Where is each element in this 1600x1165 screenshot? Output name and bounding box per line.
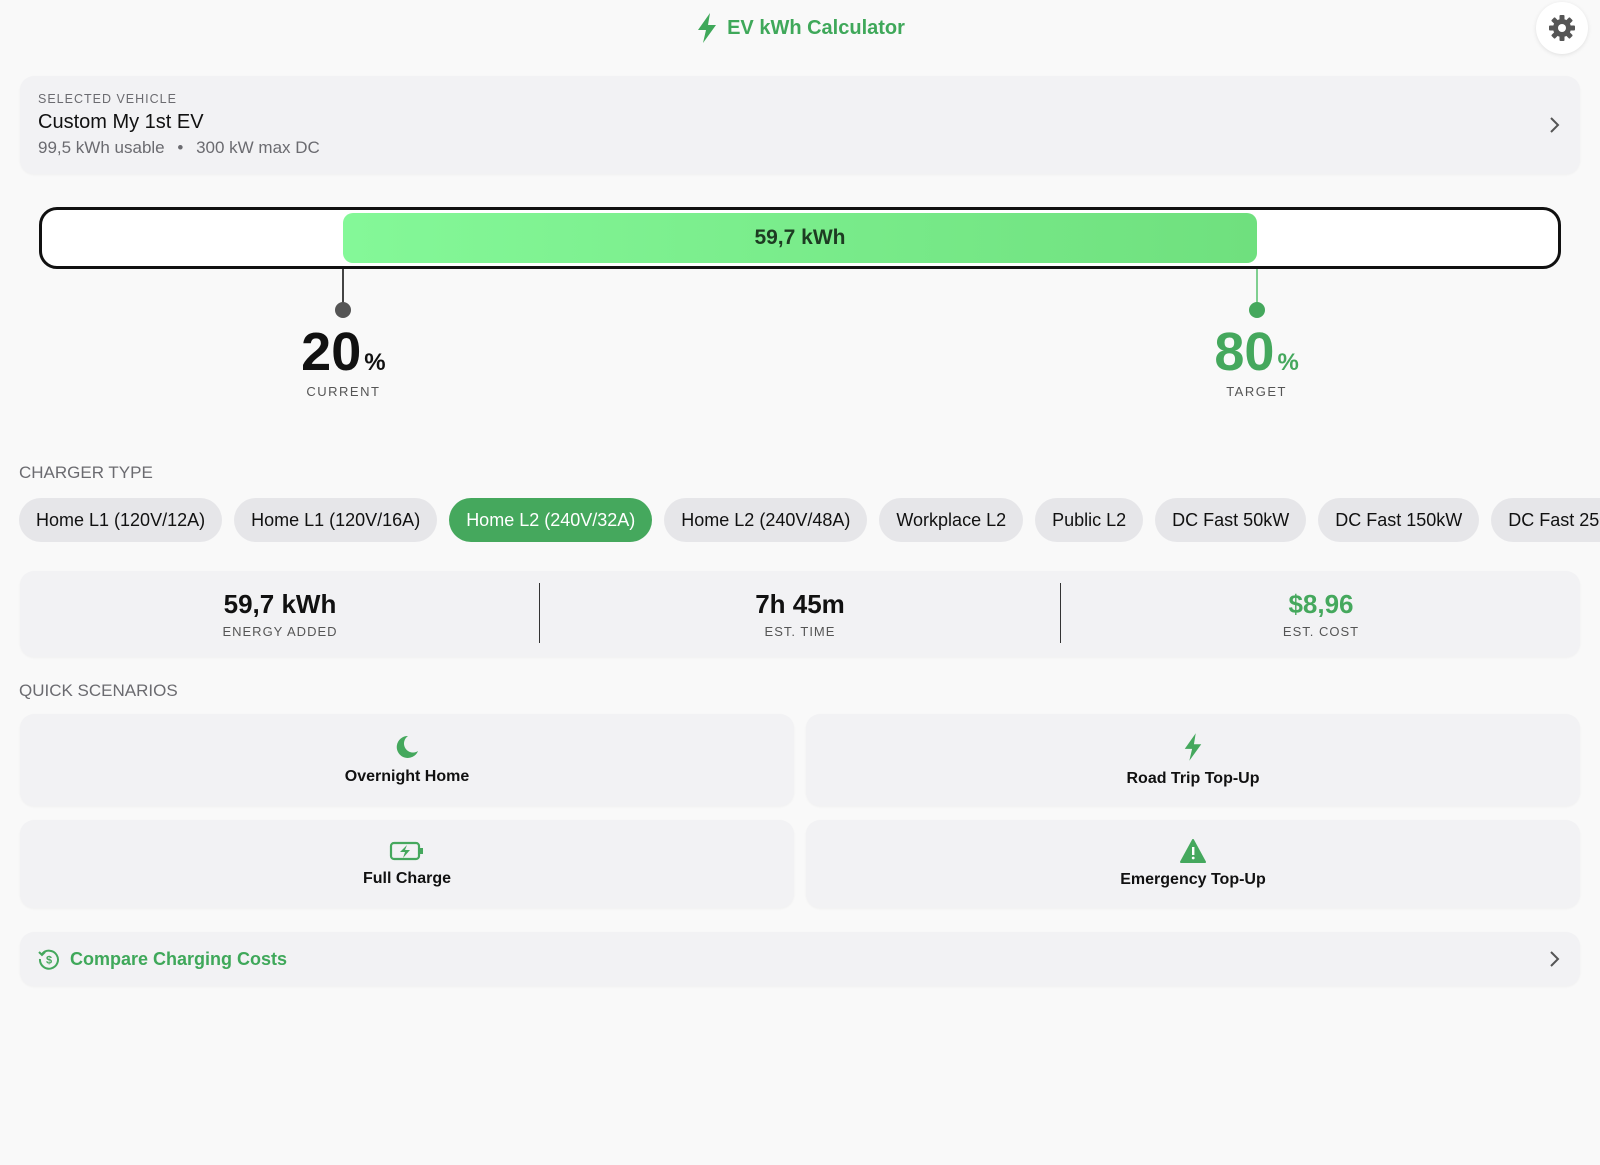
charger-chip[interactable]: Home L2 (240V/48A)	[664, 498, 868, 542]
scenarios-title: QUICK SCENARIOS	[19, 681, 178, 700]
charger-chip[interactable]: Home L1 (120V/16A)	[234, 498, 438, 542]
marker-dot	[1248, 302, 1265, 318]
app-title: EV kWh Calculator	[727, 16, 905, 39]
charger-chip[interactable]: DC Fast 150kW	[1318, 498, 1480, 542]
current-label: CURRENT	[306, 384, 381, 399]
bolt-icon	[698, 13, 717, 43]
charger-chip[interactable]: Public L2	[1035, 498, 1144, 542]
stat-value: 59,7 kWh	[223, 589, 337, 619]
divider	[539, 583, 540, 643]
scenario-label: Road Trip Top-Up	[1126, 770, 1260, 787]
charger-chip[interactable]: Workplace L2	[879, 498, 1024, 542]
compare-label: Compare Charging Costs	[70, 948, 288, 969]
stat-value: 7h 45m	[755, 589, 845, 619]
bolt-icon	[1184, 733, 1202, 761]
vehicle-capacity: 99,5 kWh usable	[38, 138, 165, 157]
chevron	[1550, 117, 1560, 133]
battery-icon	[389, 841, 423, 861]
charger-options: Home L1 (120V/12A) Home L1 (120V/16A) Home…	[19, 498, 1600, 542]
battery-gauge[interactable]: 59,7 kWh 20% CURRENT 80% TARGET	[39, 207, 1561, 399]
scenario-card[interactable]: Emergency Top-Up	[806, 820, 1580, 908]
scenario-card[interactable]: Overnight Home	[20, 714, 794, 806]
stat-energy: 59,7 kWh ENERGY ADDED	[20, 571, 540, 657]
stat-label: EST. TIME	[764, 624, 836, 639]
header: EV kWh Calculator	[0, 12, 1600, 44]
vehicle-label: SELECTED VEHICLE	[38, 92, 177, 106]
cost-icon: $	[38, 949, 59, 970]
charger-chip[interactable]: DC Fast 250kW	[1491, 498, 1600, 542]
svg-text:$: $	[46, 955, 52, 967]
moon-icon	[396, 735, 418, 758]
charger-chip[interactable]: Home L1 (120V/12A)	[19, 498, 223, 542]
vehicle-card[interactable]: SELECTED VEHICLE Custom My 1st EV 99,5 k…	[20, 76, 1580, 174]
current-value: 20	[301, 322, 362, 382]
warning-icon	[1180, 839, 1206, 863]
target-unit: %	[1277, 349, 1299, 376]
charger-title: CHARGER TYPE	[19, 463, 153, 482]
scenario-label: Emergency Top-Up	[1120, 871, 1266, 888]
charge-range: 59,7 kWh	[343, 213, 1257, 263]
gear-icon	[1549, 15, 1575, 41]
compare-link[interactable]: $ Compare Charging Costs	[20, 932, 1580, 986]
marker-stem	[342, 269, 345, 307]
settings-button[interactable]	[1536, 2, 1588, 54]
stat-value: $8,96	[1288, 589, 1354, 619]
energy-label: 59,7 kWh	[754, 226, 846, 249]
vehicle-name: Custom My 1st EV	[38, 111, 204, 133]
target-percent: 80%	[1107, 321, 1407, 383]
scenario-card[interactable]: Full Charge	[20, 820, 794, 908]
stat-cost: $8,96 EST. COST	[1061, 571, 1581, 657]
current-percent: 20%	[193, 321, 493, 383]
divider	[1060, 583, 1061, 643]
stat-time: 7h 45m EST. TIME	[540, 571, 1060, 657]
chevron	[1550, 951, 1560, 967]
scenario-label: Overnight Home	[344, 768, 470, 785]
marker-dot	[335, 302, 352, 318]
stats-card: 59,7 kWh ENERGY ADDED 7h 45m EST. TIME $8,…	[20, 571, 1580, 657]
vehicle-specs: 99,5 kWh usable • 300 kW max DC	[38, 138, 320, 157]
target-value: 80	[1214, 322, 1275, 382]
current-unit: %	[364, 349, 386, 376]
scenario-card[interactable]: Road Trip Top-Up	[806, 714, 1580, 806]
target-label: TARGET	[1226, 384, 1287, 399]
charger-chip[interactable]: DC Fast 50kW	[1155, 498, 1307, 542]
stat-label: ENERGY ADDED	[222, 624, 338, 639]
marker-stem	[1255, 269, 1258, 307]
stat-label: EST. COST	[1282, 624, 1360, 639]
charger-chip[interactable]: Home L2 (240V/32A)	[449, 498, 653, 542]
scenario-label: Full Charge	[362, 870, 451, 887]
vehicle-power: 300 kW max DC	[196, 138, 320, 157]
